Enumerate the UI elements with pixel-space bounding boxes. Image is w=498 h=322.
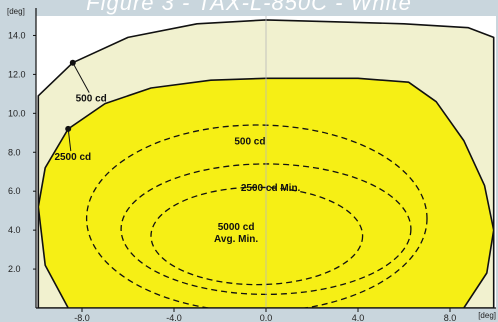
callout-leader-line <box>72 62 90 93</box>
y-tick-label: 8.0 <box>8 147 21 157</box>
x-tick-label: 4.0 <box>352 313 365 322</box>
y-tick-label: 10.0 <box>8 108 26 118</box>
region-label: 5000 cd Avg. Min. <box>214 222 258 245</box>
x-tick-label: 8.0 <box>444 313 457 322</box>
x-tick-label: -8.0 <box>74 313 90 322</box>
y-tick-label: 14.0 <box>8 30 26 40</box>
label-layer: 500 cd 2500 cd Min. 5000 cd Avg. Min. 500 cd… <box>54 59 301 245</box>
callout-label: 2500 cd <box>54 152 91 163</box>
callout-point <box>69 59 76 66</box>
callout-leader-line <box>67 128 72 152</box>
callout-label: 500 cd <box>76 94 107 105</box>
contour-500-cd-dashed <box>86 124 428 308</box>
y-tick-label: 6.0 <box>8 186 21 196</box>
figure-title: Figure 3 - TAX-L-850C - White <box>86 0 412 15</box>
region-label: 2500 cd Min. <box>241 183 301 194</box>
y-tick-label: 12.0 <box>8 69 26 79</box>
y-axis-label: [deg] <box>7 7 25 16</box>
y-tick-label: 4.0 <box>8 225 21 235</box>
axis-layer: -8.0 -4.0 0.0 4.0 8.0 2.0 4.0 6.0 8.0 10.0 12.0 14.… <box>7 7 496 322</box>
region-label: 500 cd <box>234 136 265 147</box>
contour-5000-cd-avg-min--dashed <box>150 186 364 286</box>
x-axis-label: [deg] <box>478 311 496 320</box>
x-tick-label: -4.0 <box>166 313 182 322</box>
y-tick-label: 2.0 <box>8 264 21 274</box>
x-tick-label: 0.0 <box>260 313 273 322</box>
callout-point <box>65 125 72 132</box>
